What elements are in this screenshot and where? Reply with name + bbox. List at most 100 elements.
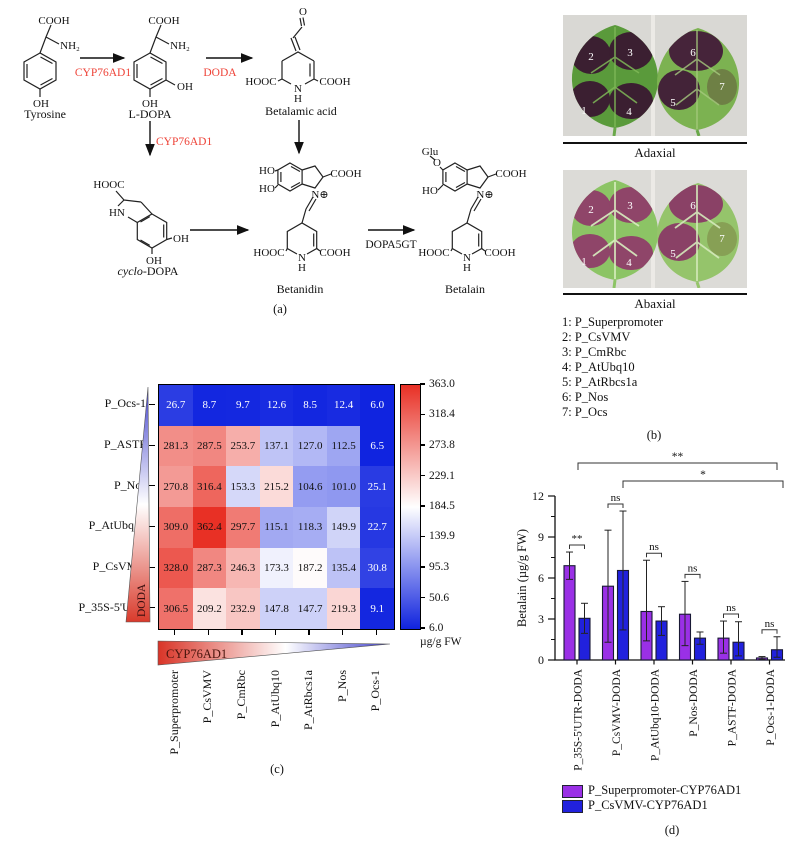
enzyme-label-doda: DODA	[203, 67, 237, 79]
heatmap-cell: 22.7	[360, 507, 394, 548]
heatmap-cell: 309.0	[159, 507, 193, 548]
doda-axis-label: DODA	[136, 583, 148, 617]
legend-swatch-csvmv	[562, 800, 583, 813]
divider-line	[563, 142, 747, 144]
sig-bracket	[761, 629, 778, 634]
heatmap-cell: 209.2	[192, 588, 227, 629]
pathway-diagram: CYP76AD1 DODA CYP76AD1 DOPA5GT COOH NH₂ …	[23, 6, 527, 316]
heatmap-cell: 147.8	[259, 588, 294, 629]
atom-label: OH	[177, 81, 193, 93]
heatmap-cell: 30.8	[360, 547, 394, 589]
heatmap-cell: 316.4	[192, 466, 227, 507]
heatmap-cell: 281.3	[159, 425, 193, 467]
leaf-legend-item: 1: P_Superpromoter	[562, 315, 664, 329]
span-bracket	[622, 480, 784, 488]
leaf-spot-5: 5	[670, 248, 676, 260]
heatmap-col-label: P_CmRbc	[233, 670, 248, 720]
heatmap-cell: 287.3	[192, 547, 227, 589]
bond-lines	[23, 17, 497, 255]
atom-label: H	[294, 93, 302, 105]
compound-name-betalain: Betalain	[445, 282, 485, 296]
y-tick-label: 12	[532, 489, 544, 503]
heatmap-cell: 112.5	[326, 425, 361, 467]
x-category-label: P_Nos-DODA	[688, 668, 700, 736]
span-bracket	[577, 462, 778, 470]
heatmap-cell: 232.9	[226, 588, 260, 629]
colorbar-tick-label: 363.0	[429, 378, 455, 390]
sig-label: **	[572, 533, 583, 545]
heatmap-cell: 6.5	[360, 425, 394, 467]
atom-label: COOH	[38, 15, 69, 27]
atom-label: H	[298, 262, 306, 274]
x-category-label: P_CsVMV-DODA	[611, 668, 623, 756]
leaf-spot-7: 7	[719, 81, 725, 93]
heatmap-cell: 246.3	[226, 547, 260, 589]
atom-label: N⊕	[476, 189, 493, 201]
reaction-arrows	[80, 53, 416, 235]
heatmap-cell: 26.7	[159, 385, 193, 426]
atom-label: O	[299, 6, 307, 18]
panel-label-c: (c)	[270, 762, 284, 776]
y-tick-label: 6	[538, 571, 544, 585]
leaf-spot-7: 7	[719, 233, 725, 245]
heatmap-cell: 215.2	[259, 466, 294, 507]
y-tick-label: 0	[538, 653, 544, 667]
leaf-spot-2: 2	[588, 51, 594, 63]
enzyme-label-cyp76ad1-2: CYP76AD1	[156, 136, 212, 148]
leaf-legend-item: 2: P_CsVMV	[562, 330, 631, 344]
x-category-label: P_AtUbq10-DODA	[650, 668, 662, 761]
heatmap-cell: 306.5	[159, 588, 193, 629]
compound-name-cyclodopa: cyclo-DOPA	[118, 264, 179, 278]
heatmap-grid: 26.7 8.7 9.7 12.6 8.5 12.4 6.0 281.3 287.5 253.7 1…	[158, 384, 395, 630]
heatmap-cell: 9.1	[360, 588, 394, 629]
atom-label: NH₂	[170, 40, 190, 52]
heatmap-col-label: P_Ocs-1	[368, 670, 383, 712]
compound-name-ldopa: L-DOPA	[129, 107, 172, 121]
heatmap-cell: 12.4	[326, 385, 361, 426]
atom-label: OH	[142, 98, 158, 110]
compound-name-tyrosine: Tyrosine	[24, 107, 66, 121]
leaf-spot-1: 1	[581, 105, 587, 117]
atom-label: N	[298, 252, 306, 264]
compound-name-betalamic: Betalamic acid	[265, 104, 337, 118]
heatmap-cell: 153.3	[226, 466, 260, 507]
heatmap-cell: 287.5	[192, 425, 227, 467]
panel-label-b: (b)	[646, 428, 662, 442]
x-category-label: P_35S-5'UTR-DODA	[573, 668, 585, 770]
atom-label: OH	[173, 233, 189, 245]
legend-label: P_CsVMV-CYP76AD1	[588, 798, 708, 812]
legend-label: P_Superpromoter-CYP76AD1	[588, 783, 742, 797]
atom-label: N⊕	[311, 189, 328, 201]
cyp76ad1-gradient-triangle: CYP76AD1	[157, 640, 391, 666]
atom-label: HOOC	[93, 179, 124, 191]
heatmap-col-label: P_CsVMV	[200, 670, 215, 724]
atom-label: HO	[422, 185, 438, 197]
atom-label: COOH	[148, 15, 179, 27]
colorbar-unit-label: µg/g FW	[420, 636, 462, 648]
cyp76ad1-axis-label: CYP76AD1	[166, 647, 227, 661]
bar-chart: 0 3 6 9 12 Betalain (µg/g FW) P_35S-5'UTR-DODA…	[515, 451, 785, 771]
colorbar-tick-label: 318.4	[429, 408, 455, 421]
atom-label: HO	[259, 165, 275, 177]
heatmap-cell: 362.4	[192, 507, 227, 548]
heatmap-cell: 219.3	[326, 588, 361, 629]
compound-name-betanidin: Betanidin	[277, 282, 324, 296]
atom-label: HOOC	[245, 76, 276, 88]
leaf-legend-item: 4: P_AtUbq10	[562, 360, 635, 374]
atom-label: O	[433, 157, 441, 169]
heatmap-cell: 137.1	[259, 425, 294, 467]
leaf-legend-item: 6: P_Nos	[562, 390, 609, 404]
heatmap-cell: 173.3	[259, 547, 294, 589]
atom-label: COOH	[484, 247, 515, 259]
heatmap-cell: 187.2	[293, 547, 327, 589]
leaf-spot-6: 6	[690, 200, 696, 212]
colorbar	[400, 384, 421, 630]
leaf-spot-6: 6	[690, 47, 696, 59]
x-category-label: P_Ocs-1-DODA	[765, 668, 777, 745]
leaf-legend-item: 5: P_AtRbcs1a	[562, 375, 638, 389]
y-tick-label: 9	[538, 530, 544, 544]
heatmap-cell: 104.6	[293, 466, 327, 507]
adaxial-photo: 1 2 3 4 5 6 7	[563, 15, 747, 136]
legend-swatch-superpromoter	[562, 785, 583, 798]
sig-label: ns	[765, 618, 775, 630]
